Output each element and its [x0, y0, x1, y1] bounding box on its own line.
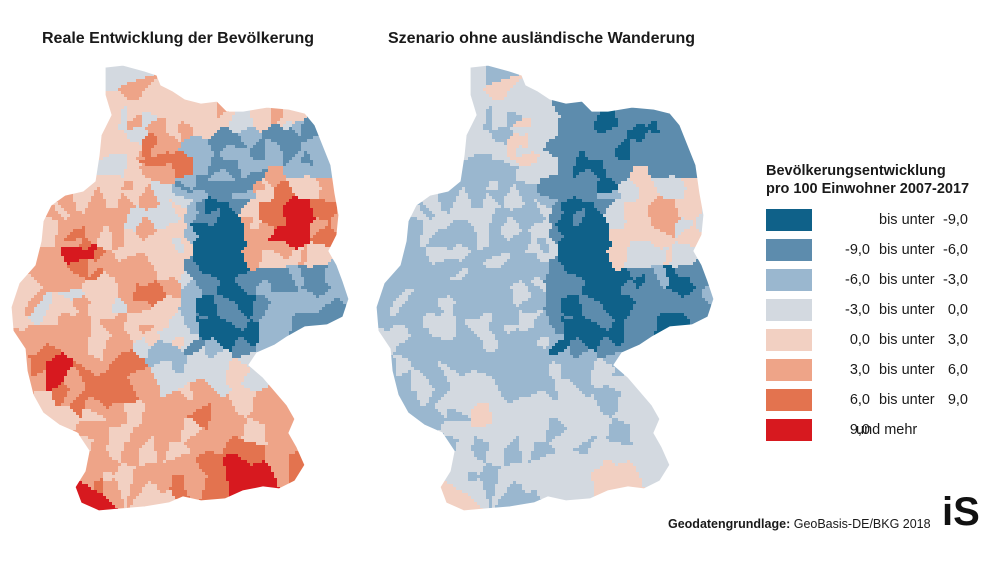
map-real-development [10, 64, 350, 512]
legend-swatch [766, 419, 812, 441]
legend-from: 0,0 [816, 332, 870, 348]
source-label: Geodatengrundlage: [668, 517, 790, 531]
legend-to: 0,0 [922, 302, 968, 318]
legend-swatch [766, 269, 812, 291]
legend-to: -3,0 [922, 272, 968, 288]
legend-from: 9,0 [816, 422, 870, 438]
legend-title-line1: Bevölkerungsentwicklung [766, 163, 946, 179]
is-logo: iS [942, 491, 980, 531]
legend-title-line2: pro 100 Einwohner 2007-2017 [766, 181, 969, 197]
right-map-title: Szenario ohne ausländische Wanderung [388, 30, 695, 48]
legend-word: bis unter [879, 302, 935, 318]
left-map-title: Reale Entwicklung der Bevölkerung [42, 30, 314, 48]
legend-swatch [766, 359, 812, 381]
legend-word: bis unter [879, 212, 935, 228]
legend-from: 3,0 [816, 362, 870, 378]
legend-word: bis unter [879, 272, 935, 288]
legend-to: 3,0 [922, 332, 968, 348]
legend-swatch [766, 299, 812, 321]
legend-word: bis unter [879, 362, 935, 378]
legend-from: -3,0 [816, 302, 870, 318]
legend-word: und mehr [856, 422, 917, 438]
legend-row: -3,0 bis unter 0,0 [766, 299, 986, 321]
legend-row: 0,0 bis unter 3,0 [766, 329, 986, 351]
legend-swatch [766, 239, 812, 261]
legend-row: 3,0 bis unter 6,0 [766, 359, 986, 381]
legend-word: bis unter [879, 332, 935, 348]
legend-to: 6,0 [922, 362, 968, 378]
legend-from: -9,0 [816, 242, 870, 258]
map-scenario-without-foreign-migration [375, 64, 715, 512]
legend-to: -6,0 [922, 242, 968, 258]
legend-row: 6,0 bis unter 9,0 [766, 389, 986, 411]
legend-swatch [766, 329, 812, 351]
legend-word: bis unter [879, 392, 935, 408]
legend-word: bis unter [879, 242, 935, 258]
legend-to: 9,0 [922, 392, 968, 408]
legend-row: bis unter -9,0 [766, 209, 986, 231]
legend-row: -6,0 bis unter -3,0 [766, 269, 986, 291]
legend-row: -9,0 bis unter -6,0 [766, 239, 986, 261]
legend-swatch [766, 389, 812, 411]
source-note: Geodatengrundlage: GeoBasis-DE/BKG 2018 [668, 517, 931, 531]
legend-row: 9,0 und mehr [766, 419, 986, 441]
legend-to: -9,0 [922, 212, 968, 228]
legend-swatch [766, 209, 812, 231]
country-border [10, 64, 350, 512]
source-text: GeoBasis-DE/BKG 2018 [794, 517, 931, 531]
legend-from: -6,0 [816, 272, 870, 288]
country-border [375, 64, 715, 512]
legend-from: 6,0 [816, 392, 870, 408]
